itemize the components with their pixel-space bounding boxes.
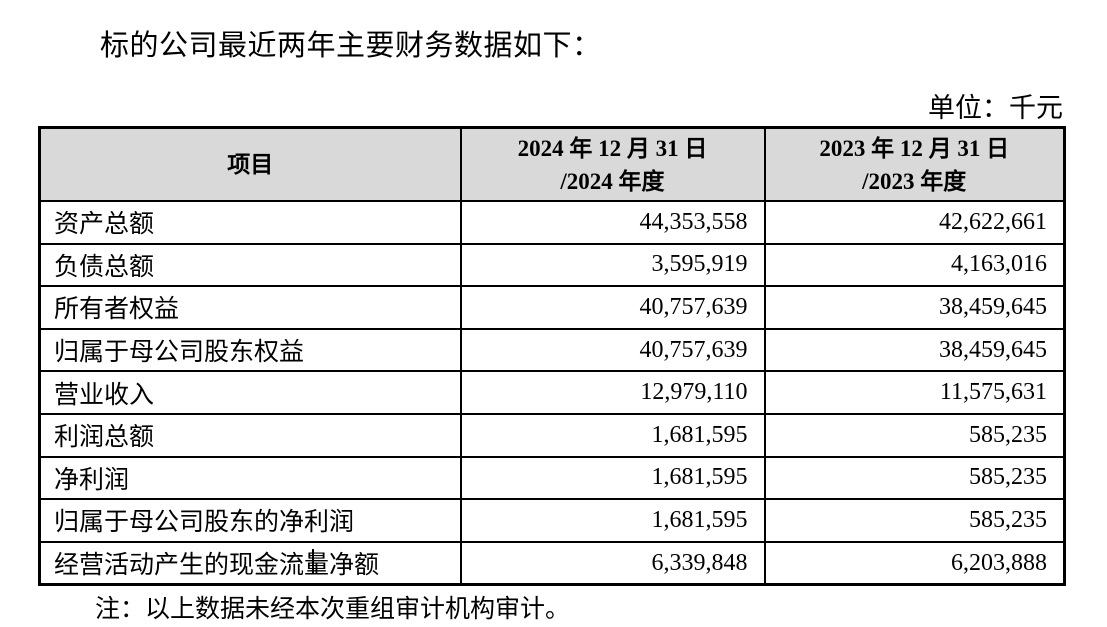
row-value-2024: 1,681,595	[459, 498, 766, 543]
row-value-2023: 38,459,645	[763, 327, 1066, 373]
col-header-2024-line1: 2024 年 12 月 31 日	[517, 135, 708, 161]
table-row: 负债总额 3,595,919 4,163,016	[38, 242, 1066, 288]
row-item-label: 资产总额	[38, 200, 462, 245]
table-header-row: 项目 2024 年 12 月 31 日 /2024 年度 2023 年 12 月…	[38, 126, 1066, 202]
col-header-2023: 2023 年 12 月 31 日 /2023 年度	[763, 126, 1066, 202]
col-header-2023-line2: /2023 年度	[862, 168, 967, 194]
financial-table: 项目 2024 年 12 月 31 日 /2024 年度 2023 年 12 月…	[38, 126, 1066, 587]
table-row: 净利润 1,681,595 585,235	[38, 455, 1066, 501]
unit-label: 单位：千元	[928, 93, 1063, 123]
row-value-2024: 44,353,558	[459, 200, 766, 245]
row-value-2023: 585,235	[763, 412, 1066, 458]
row-value-2024: 12,979,110	[459, 370, 766, 415]
row-item-label: 所有者权益	[38, 285, 462, 330]
row-value-2023: 11,575,631	[763, 370, 1066, 415]
row-item-label: 归属于母公司股东权益	[38, 327, 462, 373]
row-value-2023: 585,235	[763, 498, 1066, 543]
row-item-label: 负债总额	[38, 242, 462, 288]
table-row: 归属于母公司股东的净利润 1,681,595 585,235	[38, 498, 1066, 543]
table-row: 经营活动产生的现金流量净额 6,339,848 6,203,888	[38, 540, 1066, 586]
page-title: 标的公司最近两年主要财务数据如下：	[100, 30, 602, 62]
row-value-2023: 585,235	[763, 455, 1066, 501]
col-header-item: 项目	[38, 126, 462, 202]
row-value-2023: 4,163,016	[763, 242, 1066, 288]
row-item-label: 利润总额	[38, 412, 462, 458]
row-value-2024: 3,595,919	[459, 242, 766, 288]
table-row: 营业收入 12,979,110 11,575,631	[38, 370, 1066, 415]
footnote: 注：以上数据未经本次重组审计机构审计。	[95, 596, 571, 623]
row-value-2023: 6,203,888	[763, 540, 1066, 586]
col-header-2024-line2: /2024 年度	[560, 168, 665, 194]
row-item-label: 营业收入	[38, 370, 462, 415]
row-value-2023: 42,622,661	[763, 200, 1066, 245]
row-value-2024: 40,757,639	[459, 327, 766, 373]
table-row: 所有者权益 40,757,639 38,459,645	[38, 285, 1066, 330]
col-header-2023-line1: 2023 年 12 月 31 日	[819, 135, 1010, 161]
table-row: 利润总额 1,681,595 585,235	[38, 412, 1066, 458]
row-value-2023: 38,459,645	[763, 285, 1066, 330]
table-row: 归属于母公司股东权益 40,757,639 38,459,645	[38, 327, 1066, 373]
row-value-2024: 6,339,848	[459, 540, 766, 586]
col-header-2024: 2024 年 12 月 31 日 /2024 年度	[459, 126, 766, 202]
row-item-label: 归属于母公司股东的净利润	[38, 498, 462, 543]
row-value-2024: 40,757,639	[459, 285, 766, 330]
row-item-label: 经营活动产生的现金流量净额	[38, 540, 462, 586]
row-value-2024: 1,681,595	[459, 412, 766, 458]
table-row: 资产总额 44,353,558 42,622,661	[38, 200, 1066, 245]
row-value-2024: 1,681,595	[459, 455, 766, 501]
row-item-label: 净利润	[38, 455, 462, 501]
col-header-item-label: 项目	[227, 152, 274, 177]
text-cursor	[312, 549, 314, 574]
